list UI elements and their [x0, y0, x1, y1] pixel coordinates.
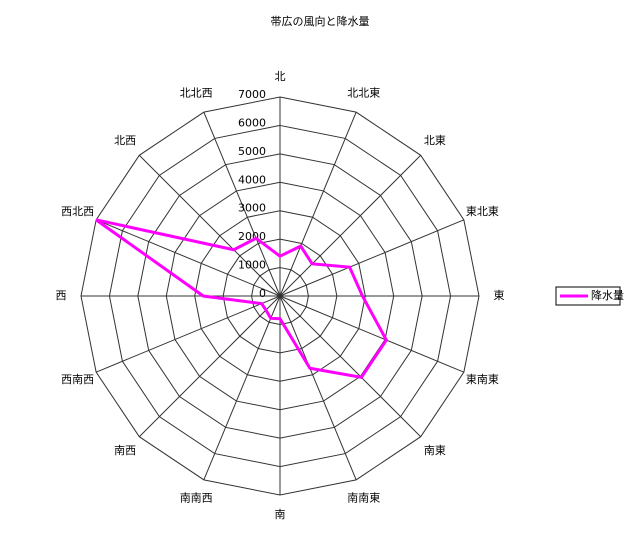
spoke — [279, 295, 357, 481]
spoke — [138, 154, 281, 297]
spoke — [203, 111, 281, 297]
tick-label: 0 — [259, 287, 266, 300]
spoke — [95, 295, 281, 373]
spoke — [138, 295, 281, 438]
category-label: 北西 — [114, 134, 136, 147]
spoke — [279, 154, 422, 297]
series-line — [95, 218, 389, 380]
spoke — [279, 295, 465, 373]
category-label: 南西 — [114, 444, 136, 457]
spoke — [279, 111, 357, 297]
tick-label: 3000 — [238, 202, 266, 215]
legend-label: 降水量 — [591, 288, 624, 302]
category-label: 北北西 — [180, 87, 213, 100]
category-label: 東南東 — [466, 373, 499, 386]
spoke — [95, 219, 281, 297]
category-label: 西北西 — [61, 205, 94, 218]
category-label: 東北東 — [466, 205, 499, 218]
category-label: 南東 — [424, 444, 446, 457]
tick-label: 4000 — [238, 173, 266, 186]
category-label: 西南西 — [61, 373, 94, 386]
tick-label: 7000 — [238, 88, 266, 101]
category-label: 北 — [275, 70, 286, 83]
tick-label: 6000 — [238, 116, 266, 129]
category-label: 北東 — [424, 134, 446, 147]
category-label: 西 — [56, 289, 67, 302]
category-label: 東 — [494, 289, 505, 302]
spoke — [279, 295, 422, 438]
spoke — [203, 295, 281, 481]
category-label: 北北東 — [347, 87, 380, 100]
chart-title: 帯広の風向と降水量 — [271, 14, 370, 28]
spoke — [279, 219, 465, 297]
tick-label: 5000 — [238, 145, 266, 158]
tick-label: 1000 — [238, 259, 266, 272]
category-label: 南南西 — [180, 491, 213, 504]
category-label: 南南東 — [347, 491, 380, 504]
category-label: 南 — [275, 508, 286, 521]
